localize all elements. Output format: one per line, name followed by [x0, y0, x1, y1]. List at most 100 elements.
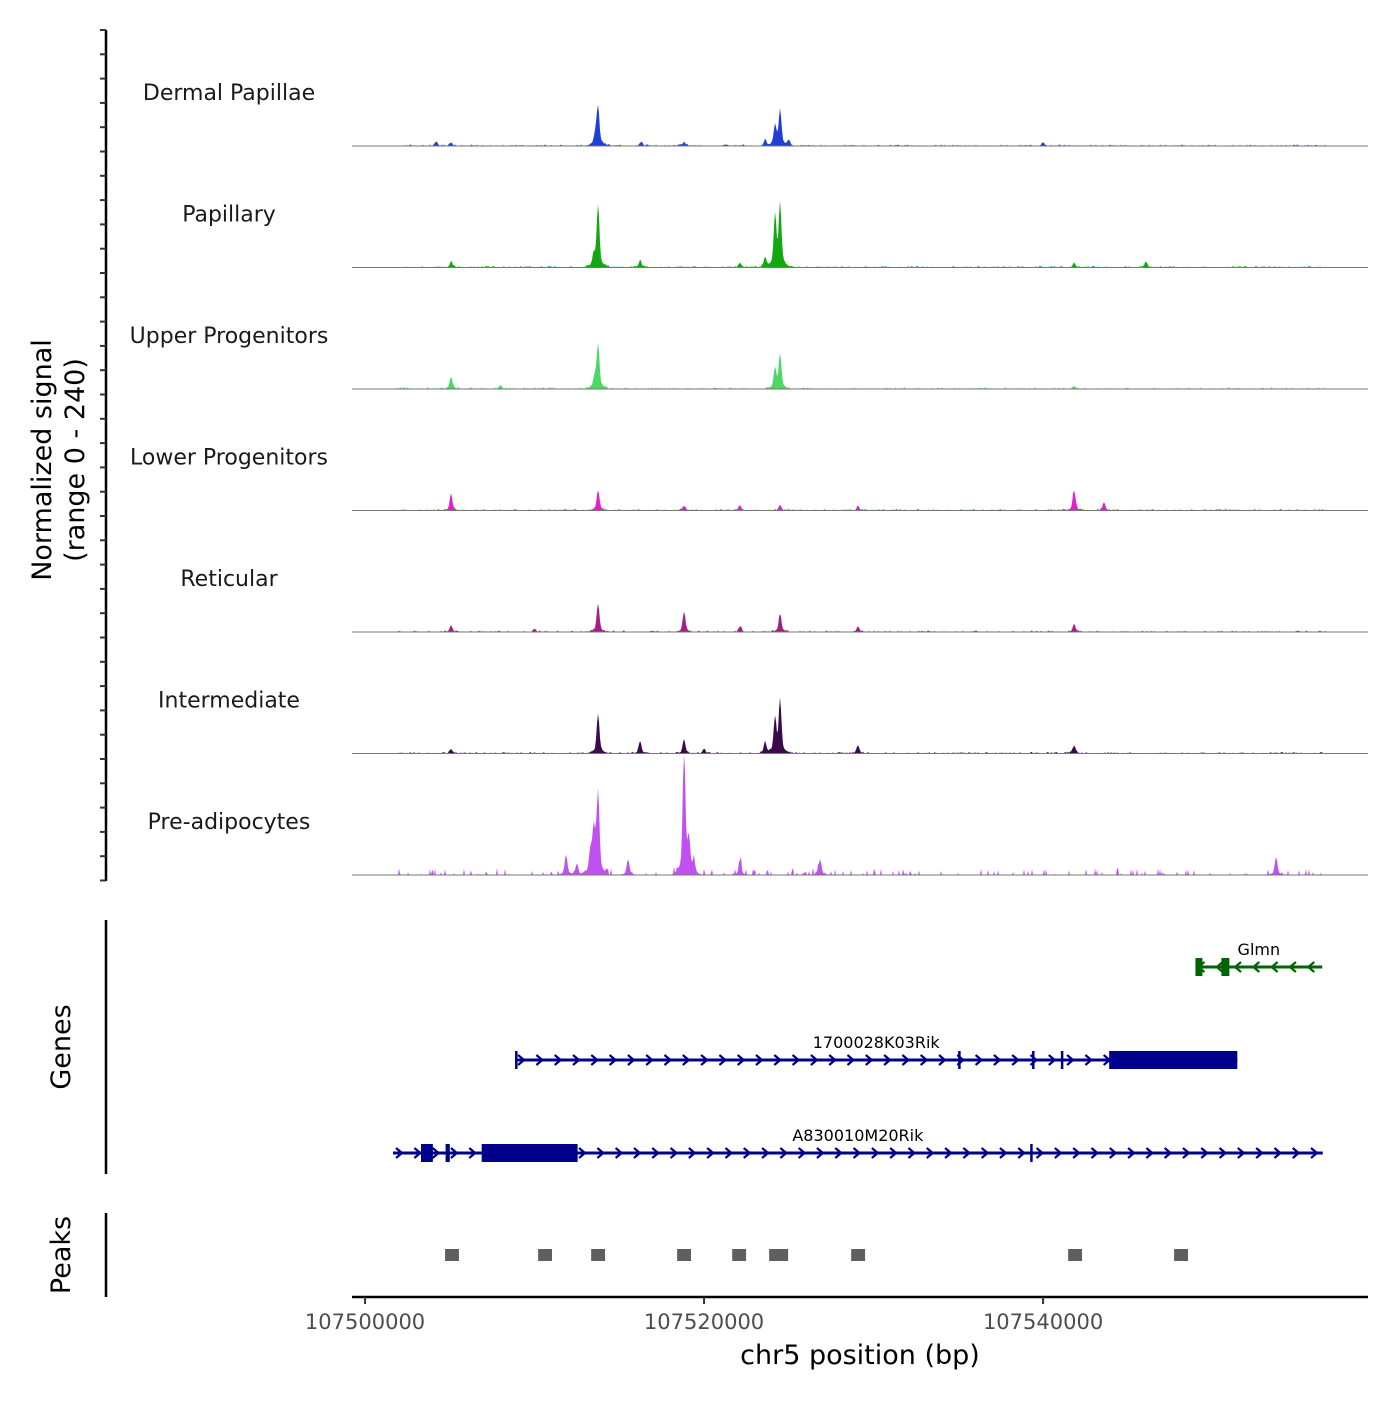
- strand-arrow-icon: [974, 1054, 984, 1066]
- strand-arrow-icon: [553, 1054, 563, 1066]
- peak-regions: [445, 1249, 1188, 1261]
- gene-exon: [1030, 1144, 1033, 1162]
- strand-arrow-icon: [1072, 1147, 1081, 1159]
- strand-arrow-icon: [1218, 1147, 1228, 1159]
- strand-arrow-icon: [450, 1147, 459, 1159]
- gene-exon: [481, 1144, 578, 1162]
- strand-arrow-icon: [608, 1054, 618, 1066]
- signal-area: [352, 697, 1368, 754]
- gene-label: Glmn: [1238, 940, 1281, 959]
- signal-area: [352, 754, 1368, 875]
- strand-arrow-icon: [535, 1054, 545, 1066]
- peak-region: [851, 1249, 866, 1261]
- peaks-panel-label: Peaks: [46, 1216, 77, 1294]
- strand-arrow-icon: [1233, 961, 1242, 973]
- strand-arrow-icon: [413, 1147, 423, 1159]
- strand-arrow-icon: [865, 1054, 874, 1066]
- strand-arrow-icon: [1109, 1147, 1118, 1159]
- track-pre-adipocytes: Pre-adipocytes: [148, 754, 1368, 876]
- strand-arrow-icon: [1145, 1147, 1155, 1159]
- peak-region: [591, 1249, 606, 1261]
- strand-arrow-icon: [852, 1147, 862, 1159]
- gene-exon: [1221, 958, 1230, 976]
- gene-annotations: Glmn 1700028K03Rik A830010M20Rik: [393, 940, 1323, 1162]
- track-label: Pre-adipocytes: [148, 810, 311, 835]
- peak-region: [538, 1249, 553, 1261]
- track-reticular: Reticular: [180, 567, 1368, 633]
- strand-arrow-icon: [645, 1054, 654, 1066]
- strand-arrow-icon: [871, 1147, 880, 1159]
- track-lower-progenitors: Lower Progenitors: [130, 446, 1368, 511]
- strand-arrow-icon: [755, 1054, 764, 1066]
- strand-arrow-icon: [1306, 961, 1315, 973]
- strand-arrow-icon: [999, 1147, 1008, 1159]
- y-axis-range: (range 0 - 240): [60, 358, 91, 562]
- strand-arrow-icon: [578, 1147, 587, 1159]
- strand-arrow-icon: [980, 1147, 990, 1159]
- gene-label: 1700028K03Rik: [813, 1033, 941, 1052]
- gene-exon: [1195, 958, 1203, 976]
- peak-region: [677, 1249, 692, 1261]
- strand-arrow-icon: [1215, 961, 1224, 973]
- strand-arrow-icon: [1273, 1147, 1283, 1159]
- strand-arrow-icon: [688, 1147, 697, 1159]
- gene-a830010m20rik: A830010M20Rik: [393, 1126, 1323, 1162]
- strand-arrow-icon: [718, 1054, 728, 1066]
- gene-1700028k03rik: 1700028K03Rik: [515, 1033, 1238, 1069]
- strand-arrow-icon: [1054, 1147, 1063, 1159]
- signal-area: [352, 200, 1368, 268]
- strand-arrow-icon: [736, 1054, 746, 1066]
- track-intermediate: Intermediate: [158, 689, 1368, 754]
- strand-arrow-icon: [926, 1147, 935, 1159]
- strand-arrow-icon: [816, 1147, 825, 1159]
- strand-arrow-icon: [706, 1147, 715, 1159]
- track-label: Papillary: [182, 203, 276, 228]
- strand-arrow-icon: [431, 1147, 441, 1159]
- peak-region: [1068, 1249, 1083, 1261]
- track-label: Upper Progenitors: [130, 324, 329, 349]
- strand-arrow-icon: [773, 1054, 782, 1066]
- x-axis-title: chr5 position (bp): [740, 1340, 980, 1371]
- strand-arrow-icon: [1090, 1147, 1100, 1159]
- gene-label: A830010M20Rik: [792, 1126, 924, 1145]
- y-axis-ticks: [100, 29, 106, 882]
- strand-arrow-icon: [743, 1147, 752, 1159]
- strand-arrow-icon: [1200, 1147, 1209, 1159]
- strand-arrow-icon: [1035, 1147, 1045, 1159]
- signal-area: [352, 104, 1368, 146]
- strand-arrow-icon: [1182, 1147, 1191, 1159]
- strand-arrow-icon: [633, 1147, 642, 1159]
- gene-exon: [515, 1051, 518, 1069]
- peak-region: [732, 1249, 747, 1261]
- strand-arrow-icon: [1251, 961, 1261, 973]
- track-label: Dermal Papillae: [143, 81, 315, 106]
- x-tick-label: 107500000: [305, 1310, 425, 1334]
- strand-arrow-icon: [1310, 1147, 1319, 1159]
- strand-arrow-icon: [1066, 1054, 1075, 1066]
- strand-arrow-icon: [993, 1054, 1002, 1066]
- signal-tracks: Dermal Papillae Papillary Upper Progenitor…: [130, 81, 1368, 876]
- strand-arrow-icon: [938, 1054, 947, 1066]
- strand-arrow-icon: [901, 1054, 911, 1066]
- x-tick-label: 107520000: [644, 1310, 764, 1334]
- x-axis-ticks: 107500000 107520000 107540000: [305, 1297, 1103, 1334]
- strand-arrow-icon: [1269, 961, 1279, 973]
- y-axis-title: Normalized signal: [27, 339, 58, 581]
- strand-arrow-icon: [1255, 1147, 1264, 1159]
- peak-region: [769, 1249, 789, 1261]
- signal-area: [352, 342, 1368, 389]
- gene-exon: [958, 1051, 961, 1069]
- strand-arrow-icon: [779, 1147, 789, 1159]
- strand-arrow-icon: [883, 1054, 892, 1066]
- strand-arrow-icon: [596, 1147, 606, 1159]
- track-papillary: Papillary: [182, 200, 1368, 268]
- strand-arrow-icon: [724, 1147, 734, 1159]
- strand-arrow-icon: [651, 1147, 660, 1159]
- strand-arrow-icon: [797, 1147, 807, 1159]
- gene-glmn: Glmn: [1195, 940, 1323, 976]
- signal-area: [352, 490, 1368, 511]
- strand-arrow-icon: [590, 1054, 599, 1066]
- strand-arrow-icon: [1127, 1147, 1136, 1159]
- genes-panel-label: Genes: [46, 1004, 77, 1089]
